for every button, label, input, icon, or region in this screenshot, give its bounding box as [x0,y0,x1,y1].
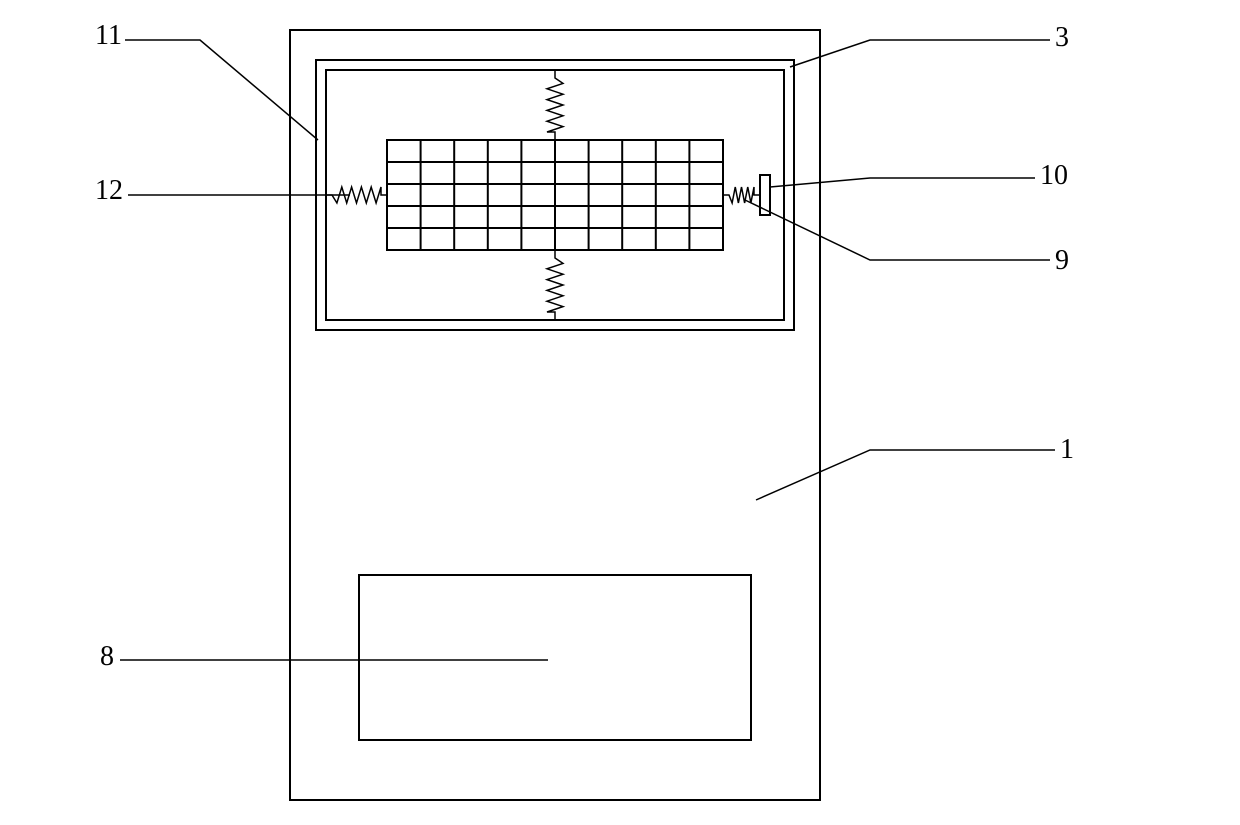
lower-box [359,575,751,740]
label-9: 9 [1055,245,1069,277]
spring-top [547,70,563,140]
label-1: 1 [1060,434,1074,466]
leader-3 [790,40,1050,67]
leader-1 [756,450,1055,500]
label-8: 8 [100,641,114,673]
diagram-canvas [0,0,1240,825]
label-10: 10 [1040,160,1068,192]
label-11: 11 [95,20,122,52]
leader-9 [745,200,1050,260]
leader-10 [770,178,1035,187]
label-3: 3 [1055,22,1069,54]
spring-bottom [547,250,563,320]
spring-right [723,187,760,203]
label-12: 12 [95,175,123,207]
